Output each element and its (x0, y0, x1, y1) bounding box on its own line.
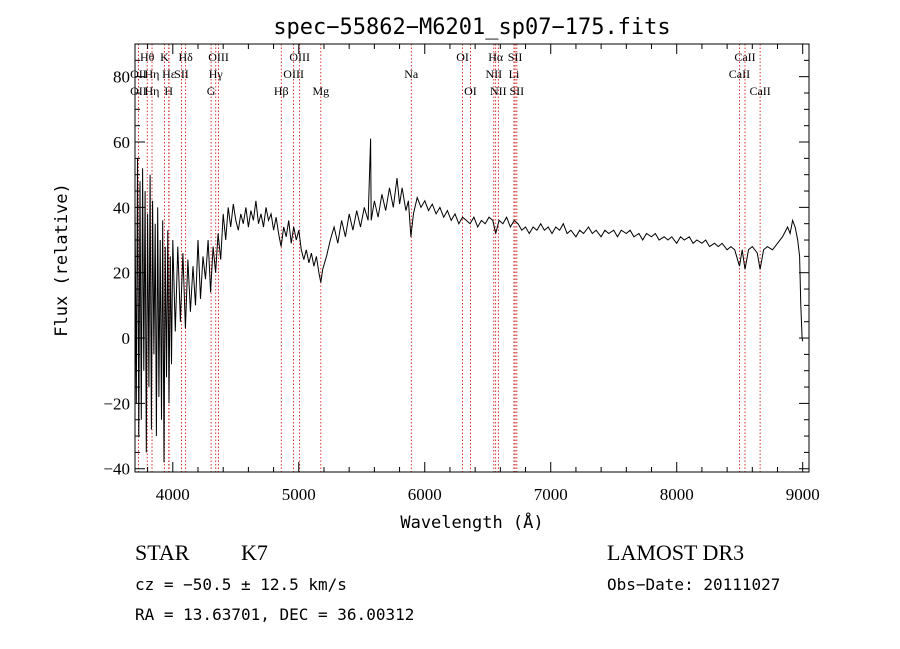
flux-series-line (134, 138, 804, 463)
x-tick-label: 6000 (408, 485, 442, 504)
line-label: Hε (162, 67, 176, 81)
line-label: CaII (734, 50, 755, 64)
chart-title: spec−55862−M6201_sp07−175.fits (273, 15, 670, 40)
ra-dec: RA = 13.63701, DEC = 36.00312 (135, 605, 414, 624)
line-label: OIII (283, 67, 304, 81)
survey-name: LAMOST DR3 (607, 540, 744, 565)
line-label: K (160, 50, 169, 64)
line-label: H (164, 84, 173, 98)
line-label: CaII (729, 67, 750, 81)
line-label: Li (509, 67, 520, 81)
line-label: OII (130, 84, 147, 98)
line-label: Hδ (178, 50, 193, 64)
line-label: Hγ (209, 67, 224, 81)
line-label: NII (490, 84, 507, 98)
line-label: Hα (488, 50, 504, 64)
line-label: OI (456, 50, 469, 64)
line-label: Na (404, 67, 419, 81)
line-label: NII (485, 67, 502, 81)
line-label: Mg (312, 84, 329, 98)
line-label: OII (130, 67, 147, 81)
y-tick-label: 80 (113, 68, 130, 87)
x-tick-label: 9000 (786, 485, 820, 504)
line-label: CaII (749, 84, 770, 98)
x-tick-label: 7000 (534, 485, 568, 504)
y-tick-label: 40 (113, 198, 130, 217)
obs-date: Obs−Date: 20111027 (607, 575, 780, 594)
line-label: OI (464, 84, 477, 98)
object-subclass: K7 (241, 540, 268, 565)
line-label: Hβ (274, 84, 289, 98)
line-label: Hθ (140, 50, 155, 64)
x-tick-label: 5000 (282, 485, 316, 504)
x-tick-label: 8000 (660, 485, 694, 504)
line-label: OIII (289, 50, 310, 64)
x-tick-label: 4000 (156, 485, 190, 504)
y-axis-ticks: −40 −20 0 20 40 60 80 (103, 43, 809, 479)
x-axis-ticks: 4000 5000 6000 7000 8000 9000 (147, 44, 820, 504)
line-label: SII (174, 67, 189, 81)
y-tick-label: −20 (103, 394, 130, 413)
line-label: Hη (145, 67, 160, 81)
line-label: SII (510, 84, 525, 98)
x-axis-label: Wavelength (Å) (400, 511, 543, 533)
y-tick-label: 0 (122, 329, 131, 348)
line-markers (138, 44, 761, 472)
y-tick-label: 60 (113, 133, 130, 152)
y-tick-label: −40 (103, 460, 130, 479)
object-class: STAR (135, 540, 190, 565)
y-axis-label: Flux (relative) (52, 183, 72, 337)
plot-frame (134, 43, 810, 473)
y-tick-label: 20 (113, 264, 130, 283)
line-label: SII (508, 50, 523, 64)
line-label: OIII (208, 50, 229, 64)
line-label: G (207, 84, 216, 98)
redshift-value: cz = −50.5 ± 12.5 km/s (135, 575, 347, 594)
line-label: Hη (145, 84, 160, 98)
